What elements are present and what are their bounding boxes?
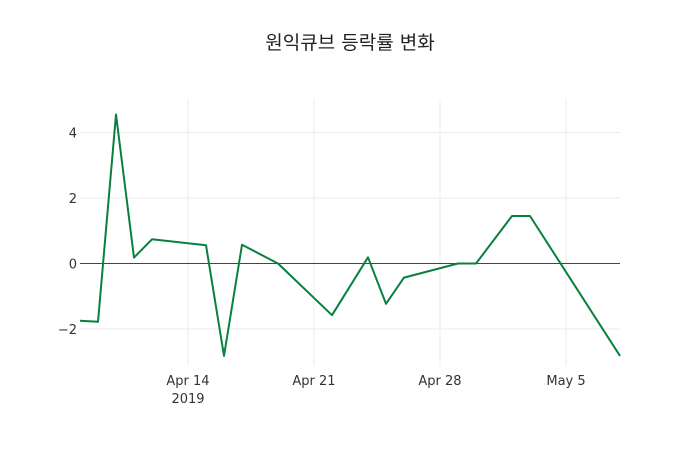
y-axis: 4 2 0 −2 <box>58 127 77 339</box>
x-tick-sublabel: 2019 <box>171 392 204 407</box>
x-axis: Apr 14 2019 Apr 21 Apr 28 May 5 <box>166 374 585 407</box>
x-tick-label: Apr 14 <box>166 374 209 389</box>
y-tick-label: 0 <box>69 258 77 273</box>
data-series <box>79 113 621 357</box>
gridlines <box>80 100 620 366</box>
series-line <box>79 113 621 357</box>
chart-title: 원익큐브 등락률 변화 <box>265 32 435 54</box>
y-tick-label: −2 <box>58 323 77 338</box>
y-tick-label: 2 <box>69 192 77 207</box>
y-tick-label: 4 <box>69 127 77 142</box>
x-tick-label: Apr 21 <box>292 374 335 389</box>
x-tick-label: May 5 <box>546 374 585 389</box>
x-tick-label: Apr 28 <box>418 374 461 389</box>
